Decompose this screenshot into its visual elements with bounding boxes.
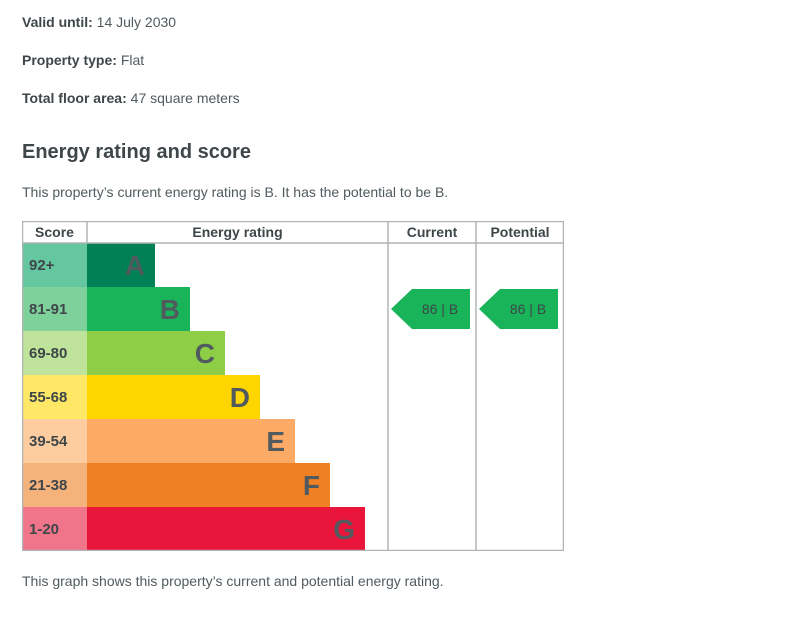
score-label-f: 21-38 (29, 477, 67, 494)
rating-letter-f: F (303, 470, 320, 501)
column-header-energy-rating: Energy rating (192, 224, 282, 240)
property-type-value: Flat (120, 52, 145, 68)
score-label-b: 81-91 (29, 301, 67, 318)
score-cell-g (22, 507, 87, 551)
energy-rating-chart: 92+ A 81-91 B 69-80 C 55-68 D 39-54 E 21-38 F 1-20 G S… (22, 221, 564, 551)
score-cell-c (22, 331, 87, 375)
floor-area-label: Total floor area: (22, 90, 127, 106)
potential-rating-marker-label: 86 | B (510, 301, 546, 317)
rating-bar-e (87, 419, 295, 463)
score-label-c: 69-80 (29, 345, 67, 362)
column-header-current: Current (407, 224, 458, 240)
rating-bar-b (87, 287, 190, 331)
valid-until-label: Valid until: (22, 14, 93, 30)
valid-until-row: Valid until: 14 July 2030 (22, 14, 176, 30)
floor-area-value: 47 square meters (130, 90, 240, 106)
current-rating-marker-label: 86 | B (422, 301, 458, 317)
rating-bar-d (87, 375, 260, 419)
rating-letter-c: C (195, 338, 215, 369)
property-type-row: Property type: Flat (22, 52, 144, 68)
column-header-potential: Potential (490, 224, 549, 240)
column-header-score: Score (35, 224, 74, 240)
rating-bar-f (87, 463, 330, 507)
rating-letter-e: E (266, 426, 285, 457)
score-label-d: 55-68 (29, 389, 67, 406)
rating-letter-g: G (333, 514, 355, 545)
energy-rating-summary: This property’s current energy rating is… (22, 184, 449, 200)
score-cell-d (22, 375, 87, 419)
rating-letter-b: B (160, 294, 180, 325)
valid-until-value: 14 July 2030 (96, 14, 177, 30)
energy-rating-heading: Energy rating and score (22, 141, 251, 163)
score-label-g: 1-20 (29, 521, 59, 538)
current-rating-marker (391, 289, 470, 329)
rating-bar-g (87, 507, 365, 551)
chart-border (22, 221, 564, 551)
score-label-e: 39-54 (29, 433, 68, 450)
rating-bar-c (87, 331, 225, 375)
potential-rating-marker (479, 289, 558, 329)
rating-bar-a (87, 243, 155, 287)
floor-area-row: Total floor area: 47 square meters (22, 90, 240, 106)
graph-caption: This graph shows this property’s current… (22, 573, 444, 589)
rating-letter-a: A (125, 250, 145, 281)
energy-rating-chart-svg: 92+ A 81-91 B 69-80 C 55-68 D 39-54 E 21-38 F 1-20 G S… (22, 221, 564, 551)
score-cell-e (22, 419, 87, 463)
property-type-label: Property type: (22, 52, 117, 68)
score-cell-b (22, 287, 87, 331)
score-cell-f (22, 463, 87, 507)
rating-letter-d: D (230, 382, 250, 413)
score-cell-a (22, 243, 87, 287)
score-label-a: 92+ (29, 257, 55, 274)
